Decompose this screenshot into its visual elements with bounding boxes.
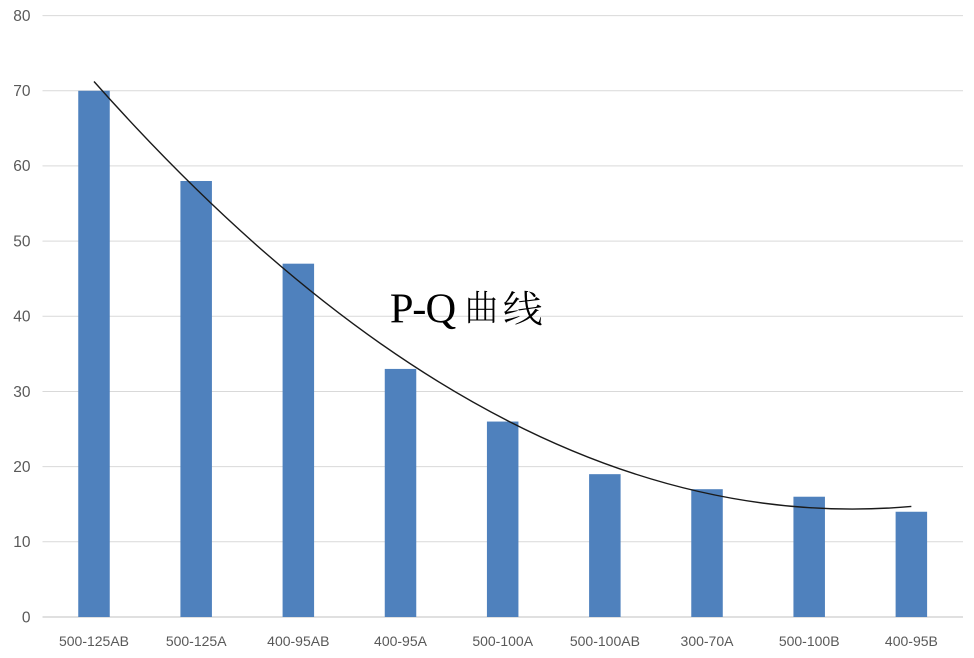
svg-text:10: 10	[13, 534, 31, 551]
svg-text:300-70A: 300-70A	[681, 633, 735, 649]
svg-text:Q: Q	[426, 286, 457, 333]
svg-text:60: 60	[13, 158, 31, 175]
svg-text:500-100B: 500-100B	[779, 633, 840, 649]
svg-text:50: 50	[13, 233, 31, 250]
svg-text:400-95A: 400-95A	[374, 633, 428, 649]
svg-text:400-95AB: 400-95AB	[267, 633, 329, 649]
svg-text:40: 40	[13, 309, 31, 326]
svg-text:30: 30	[13, 384, 31, 401]
svg-text:20: 20	[13, 459, 31, 476]
svg-text:500-125AB: 500-125AB	[59, 633, 129, 649]
svg-text:500-100A: 500-100A	[472, 633, 533, 649]
svg-text:400-95B: 400-95B	[885, 633, 938, 649]
svg-text:-: -	[412, 286, 426, 333]
svg-text:500-125A: 500-125A	[166, 633, 227, 649]
svg-text:0: 0	[22, 609, 31, 626]
svg-text:70: 70	[13, 83, 31, 100]
svg-text:500-100AB: 500-100AB	[570, 633, 640, 649]
svg-text:80: 80	[13, 8, 31, 25]
svg-text:P: P	[390, 286, 414, 333]
